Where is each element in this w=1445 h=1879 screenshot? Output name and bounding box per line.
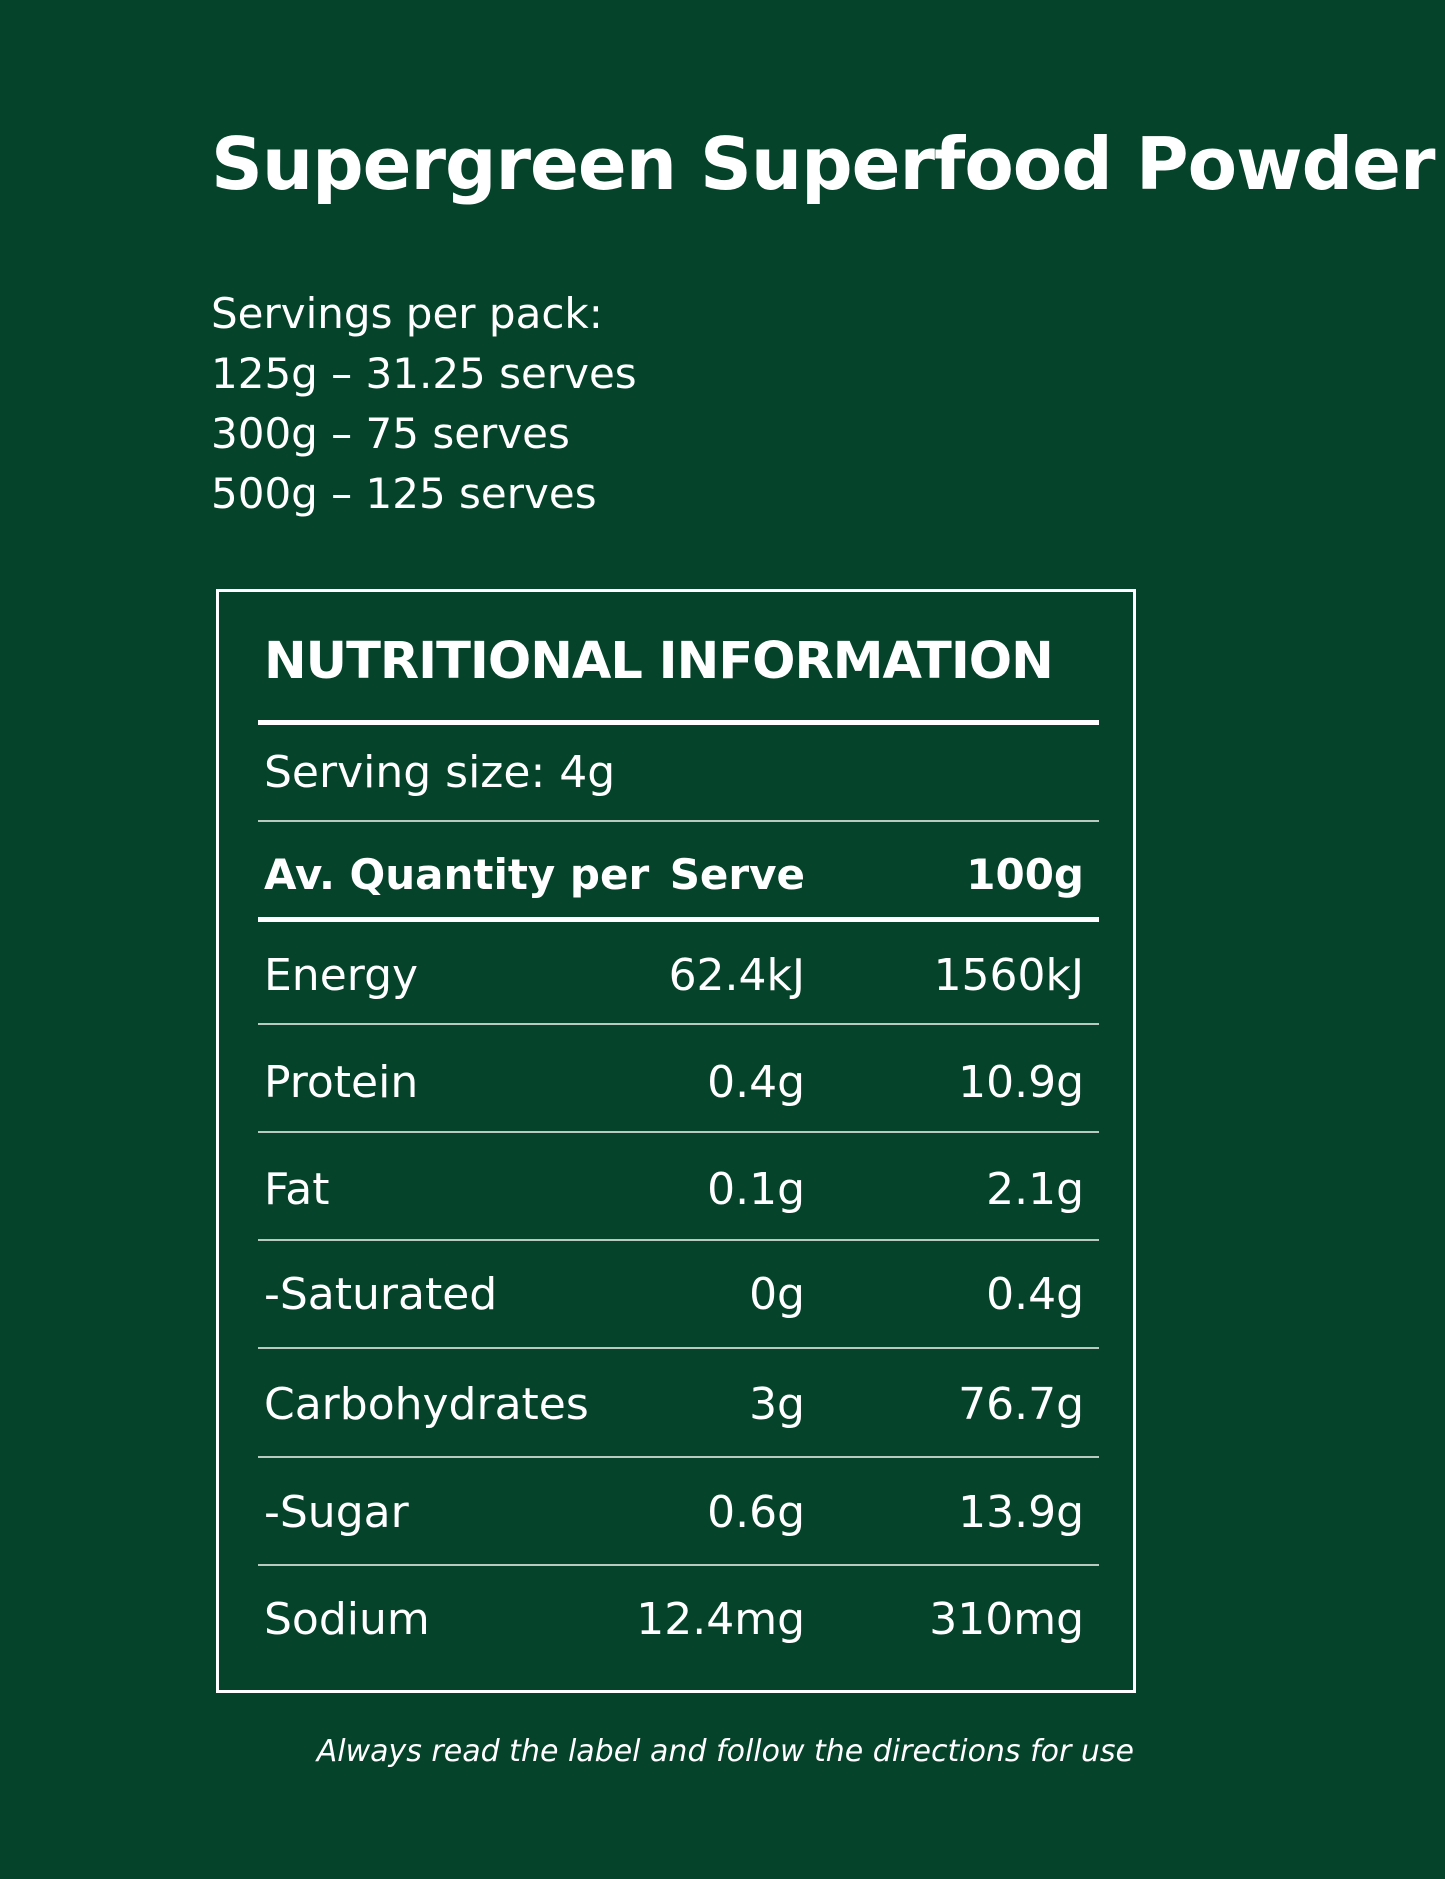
divider	[258, 1456, 1099, 1458]
row-100g: 10.9g	[958, 1057, 1084, 1108]
nutrition-heading: NUTRITIONAL INFORMATION	[264, 632, 1054, 691]
column-header-label: Av. Quantity per	[264, 850, 650, 899]
row-serve: 0.6g	[707, 1487, 805, 1538]
table-row: Sodium 12.4mg 310mg	[264, 1590, 1084, 1650]
page-title: Supergreen Superfood Powder	[211, 122, 1436, 206]
column-header-serve: Serve	[669, 850, 805, 899]
table-row: Carbohydrates 3g 76.7g	[264, 1375, 1084, 1435]
row-100g: 13.9g	[958, 1487, 1084, 1538]
serving-size: Serving size: 4g	[264, 747, 616, 798]
row-label: Fat	[264, 1164, 330, 1215]
divider	[258, 820, 1099, 822]
row-label: Carbohydrates	[264, 1379, 589, 1430]
row-label: Energy	[264, 950, 419, 1001]
row-100g: 310mg	[929, 1594, 1084, 1645]
table-row: Fat 0.1g 2.1g	[264, 1160, 1084, 1220]
row-label: -Sugar	[264, 1487, 409, 1538]
servings-line: 125g – 31.25 serves	[211, 349, 637, 398]
divider	[258, 917, 1099, 922]
table-row: -Sugar 0.6g 13.9g	[264, 1483, 1084, 1543]
table-row: -Saturated 0g 0.4g	[264, 1265, 1084, 1325]
column-header-row: Av. Quantity per Serve 100g	[264, 845, 1084, 905]
row-serve: 62.4kJ	[668, 950, 805, 1001]
divider	[258, 1023, 1099, 1025]
column-header-100g: 100g	[966, 850, 1084, 899]
servings-heading: Servings per pack:	[211, 289, 603, 338]
table-row: Energy 62.4kJ 1560kJ	[264, 946, 1084, 1006]
servings-line: 500g – 125 serves	[211, 469, 597, 518]
row-label: -Saturated	[264, 1269, 498, 1320]
divider	[258, 1564, 1099, 1566]
divider	[258, 720, 1099, 725]
row-serve: 0g	[749, 1269, 805, 1320]
row-serve: 0.4g	[707, 1057, 805, 1108]
row-100g: 0.4g	[986, 1269, 1084, 1320]
row-serve: 12.4mg	[636, 1594, 805, 1645]
row-label: Sodium	[264, 1594, 430, 1645]
nutrition-panel	[216, 589, 1136, 1693]
row-100g: 1560kJ	[933, 950, 1084, 1001]
divider	[258, 1131, 1099, 1133]
disclaimer: Always read the label and follow the dir…	[316, 1734, 1134, 1769]
row-serve: 0.1g	[707, 1164, 805, 1215]
serving-size-row: Serving size: 4g	[264, 743, 1084, 803]
table-row: Protein 0.4g 10.9g	[264, 1053, 1084, 1113]
divider	[258, 1347, 1099, 1349]
row-100g: 2.1g	[986, 1164, 1084, 1215]
row-label: Protein	[264, 1057, 419, 1108]
row-serve: 3g	[749, 1379, 805, 1430]
servings-line: 300g – 75 serves	[211, 409, 570, 458]
divider	[258, 1239, 1099, 1241]
row-100g: 76.7g	[958, 1379, 1084, 1430]
